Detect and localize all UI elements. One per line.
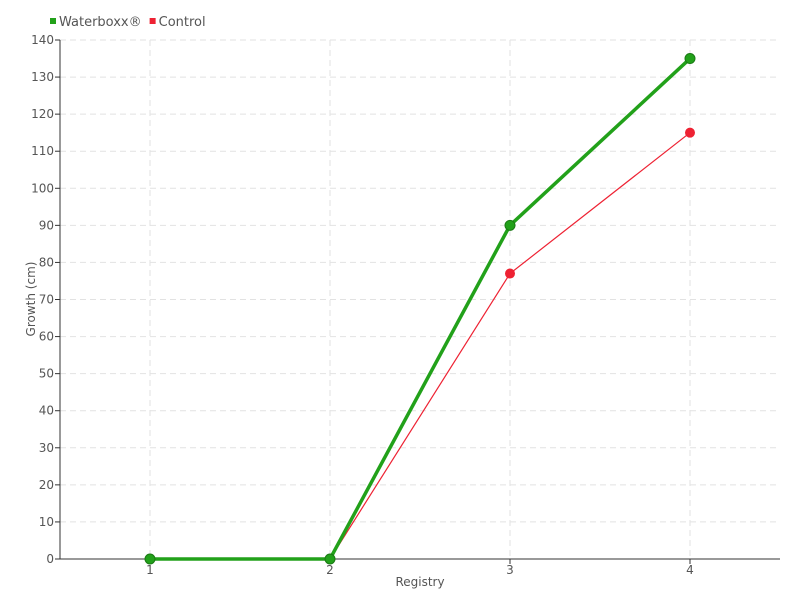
y-tick-label: 70 <box>39 293 54 307</box>
y-tick-label: 110 <box>31 144 54 158</box>
x-tick-label: 3 <box>506 563 514 577</box>
y-tick-label: 40 <box>39 404 54 418</box>
x-axis-label: Registry <box>395 575 444 589</box>
legend: Waterboxx® Control <box>50 15 206 30</box>
y-tick-label: 90 <box>39 218 54 232</box>
y-tick-label: 20 <box>39 478 54 492</box>
series-line-control <box>150 132 691 560</box>
y-tick-label: 30 <box>39 441 54 455</box>
y-tick-label: 140 <box>31 33 54 47</box>
data-point <box>684 53 696 65</box>
y-tick-label: 50 <box>39 367 54 381</box>
x-tick-label: 2 <box>326 563 334 577</box>
legend-label: Control <box>159 15 206 30</box>
legend-swatch <box>149 18 156 24</box>
legend-label: Waterboxx® <box>59 15 142 30</box>
data-point <box>685 127 695 138</box>
series-layer <box>144 53 696 565</box>
data-point <box>324 553 336 565</box>
data-point <box>505 268 515 279</box>
y-tick-label: 60 <box>39 330 54 344</box>
y-tick-label: 120 <box>31 107 54 121</box>
y-tick-label: 0 <box>46 552 54 566</box>
x-tick-label: 4 <box>686 563 694 577</box>
grid <box>60 39 780 559</box>
x-tick-label: 1 <box>146 563 154 577</box>
data-point <box>144 553 156 565</box>
y-axis-label: Growth (cm) <box>24 262 38 337</box>
y-tick-label: 10 <box>39 515 54 529</box>
data-point <box>504 219 516 231</box>
legend-swatch <box>50 18 56 24</box>
y-tick-label: 130 <box>31 70 54 84</box>
y-tick-label: 100 <box>31 181 54 195</box>
y-tick-label: 80 <box>39 255 54 269</box>
series-line-waterboxx <box>150 57 692 561</box>
